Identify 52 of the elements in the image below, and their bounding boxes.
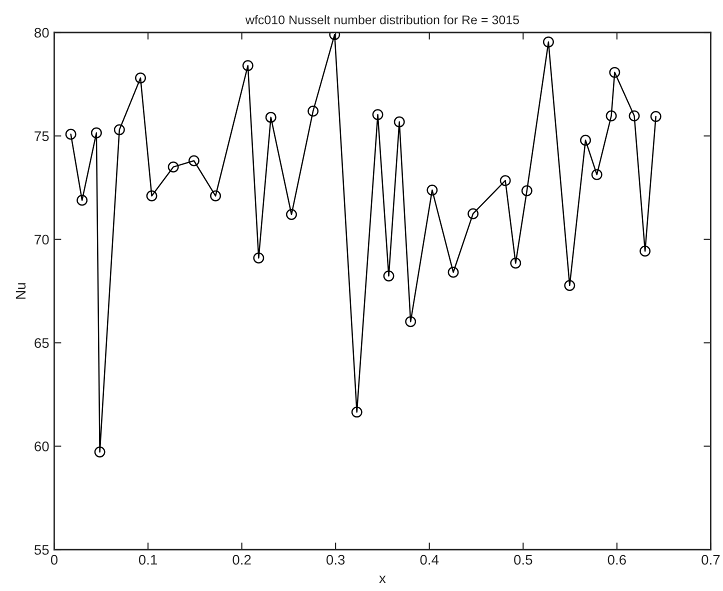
point xyxy=(114,124,125,136)
x-tick-label: 0.1 xyxy=(138,554,157,565)
point xyxy=(135,72,146,84)
point xyxy=(628,110,640,122)
point xyxy=(265,112,276,123)
point xyxy=(188,155,200,166)
point xyxy=(650,111,662,122)
point xyxy=(405,316,416,328)
point xyxy=(510,258,522,269)
point xyxy=(606,110,617,122)
point xyxy=(448,266,459,278)
y-axis-title: Nu xyxy=(16,283,26,299)
point xyxy=(76,194,88,206)
y-tick-label: 80 xyxy=(34,28,49,38)
point xyxy=(564,280,576,291)
point xyxy=(468,208,479,220)
point xyxy=(591,169,602,180)
x-tick-label: 0.6 xyxy=(608,554,626,565)
point xyxy=(372,109,384,120)
point xyxy=(94,446,106,458)
x-tick-label: 0.7 xyxy=(702,554,720,565)
point xyxy=(640,246,651,257)
y-tick-label: 55 xyxy=(34,545,49,555)
point xyxy=(426,184,438,196)
x-axis-title: x xyxy=(379,576,386,584)
point xyxy=(210,190,222,202)
point xyxy=(90,127,102,138)
x-tick-label: 0.4 xyxy=(420,554,439,565)
point xyxy=(521,185,532,196)
point xyxy=(580,134,591,146)
x-tick-label: 0.5 xyxy=(514,554,532,565)
point xyxy=(394,116,405,128)
x-tick-label: 0 xyxy=(50,554,58,565)
point xyxy=(383,270,394,282)
y-tick-label: 75 xyxy=(34,131,49,142)
y-tick-label: 65 xyxy=(34,338,49,348)
point xyxy=(242,60,254,72)
y-tick-label: 60 xyxy=(34,442,49,452)
x-tick-label: 0.3 xyxy=(326,554,345,565)
point xyxy=(609,66,620,78)
point xyxy=(146,190,158,202)
x-tick-label: 0.2 xyxy=(232,554,251,565)
point xyxy=(542,36,554,48)
point xyxy=(351,406,362,418)
point xyxy=(168,161,179,172)
point xyxy=(286,209,297,220)
point xyxy=(65,128,76,140)
point xyxy=(500,175,511,186)
point xyxy=(253,252,264,264)
chart-title: wfc010 Nusselt number distribution for Re = 3015 xyxy=(245,15,520,24)
y-tick-label: 70 xyxy=(34,234,49,245)
point xyxy=(308,106,319,117)
